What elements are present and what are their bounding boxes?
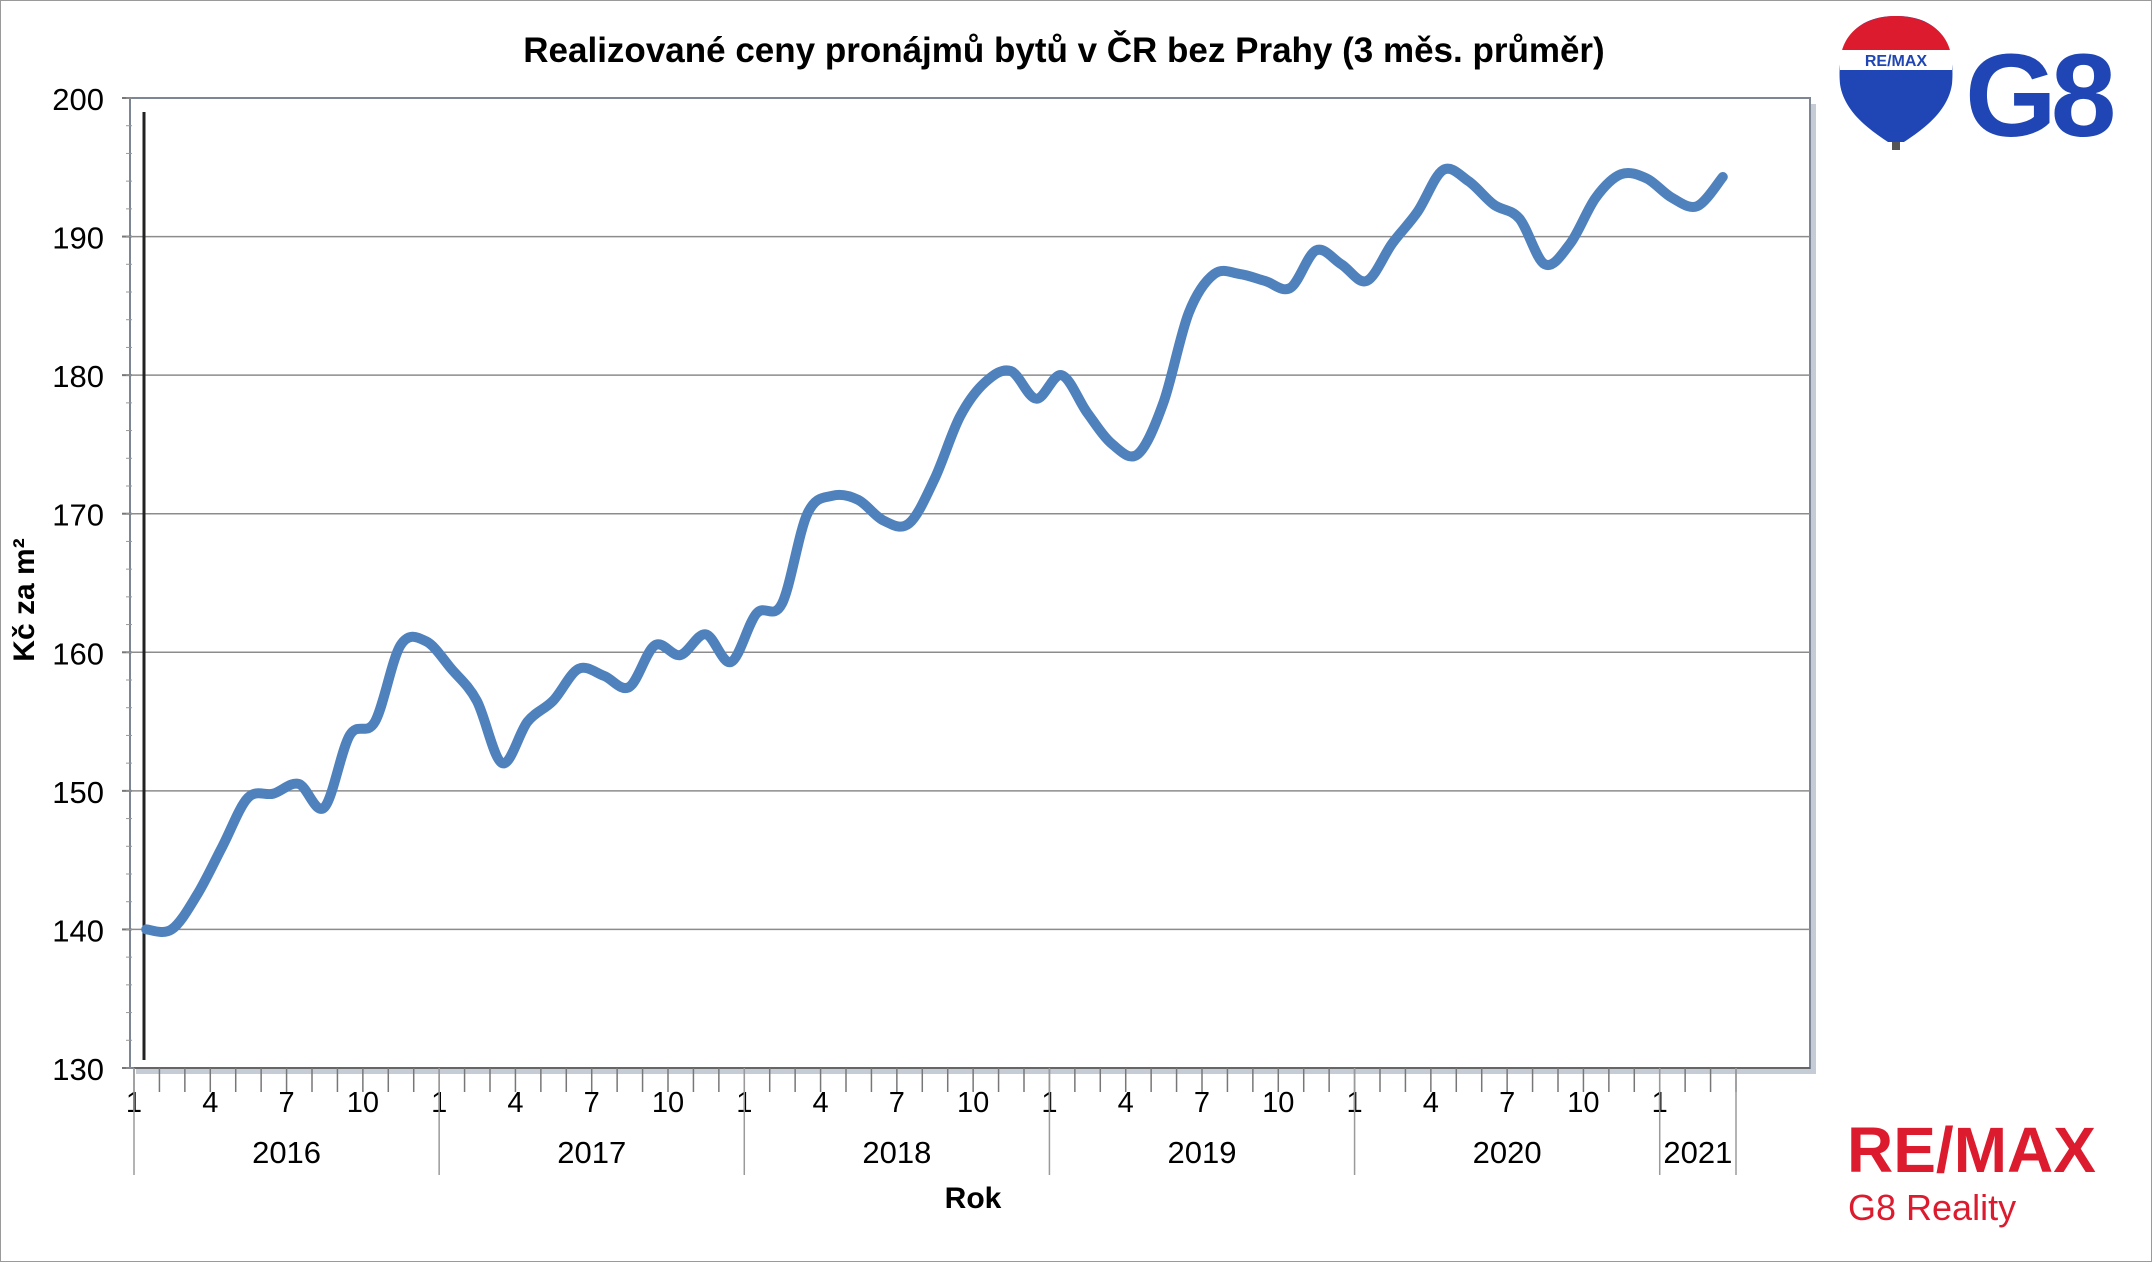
chart-title: Realizované ceny pronájmů bytů v ČR bez …	[523, 30, 1604, 70]
x-year-label: 2021	[1663, 1135, 1732, 1170]
x-month-label: 7	[279, 1087, 295, 1119]
x-month-label: 7	[1194, 1087, 1210, 1119]
x-month-label: 7	[1499, 1087, 1515, 1119]
x-year-label: 2018	[862, 1135, 931, 1170]
x-year-label: 2017	[557, 1135, 626, 1170]
x-month-label: 10	[1567, 1087, 1599, 1119]
x-month-label: 10	[347, 1087, 379, 1119]
y-tick-label: 140	[52, 913, 104, 948]
balloon-text: RE/MAX	[1865, 53, 1928, 70]
series-lines	[141, 163, 1728, 937]
y-tick-label: 190	[52, 221, 104, 256]
g8-reality-text: G8 Reality	[1848, 1187, 2016, 1228]
remax-wordmark: RE/MAX	[1847, 1114, 2096, 1186]
x-month-label: 4	[1423, 1087, 1439, 1119]
y-tick-label: 150	[52, 775, 104, 810]
x-month-label: 4	[202, 1087, 218, 1119]
y-axis-label: Kč za m²	[8, 538, 41, 661]
x-month-label: 4	[1118, 1087, 1134, 1119]
x-year-label: 2016	[252, 1135, 321, 1170]
x-month-label: 4	[813, 1087, 829, 1119]
y-tick-label: 170	[52, 498, 104, 533]
x-month-label: 7	[584, 1087, 600, 1119]
y-tick-label: 180	[52, 359, 104, 394]
x-year-label: 2020	[1473, 1135, 1542, 1170]
y-tick-label: 200	[52, 82, 104, 117]
y-axis-tick-labels: 130 140 150 160 170 180 190 200	[52, 82, 146, 1087]
plot-area	[129, 97, 1811, 1069]
g8-logo: G8	[1965, 30, 2113, 162]
x-month-label: 7	[889, 1087, 905, 1119]
x-month-label: 10	[652, 1087, 684, 1119]
y-tick-label: 160	[52, 636, 104, 671]
y-tick-label: 130	[52, 1052, 104, 1087]
x-month-label: 4	[507, 1087, 523, 1119]
series-line	[141, 163, 1728, 937]
x-month-label: 10	[957, 1087, 989, 1119]
remax-balloon-logo: RE/MAX	[1839, 16, 1953, 150]
x-axis-label: Rok	[945, 1182, 1002, 1215]
x-year-label: 2019	[1168, 1135, 1237, 1170]
x-month-label: 10	[1262, 1087, 1294, 1119]
